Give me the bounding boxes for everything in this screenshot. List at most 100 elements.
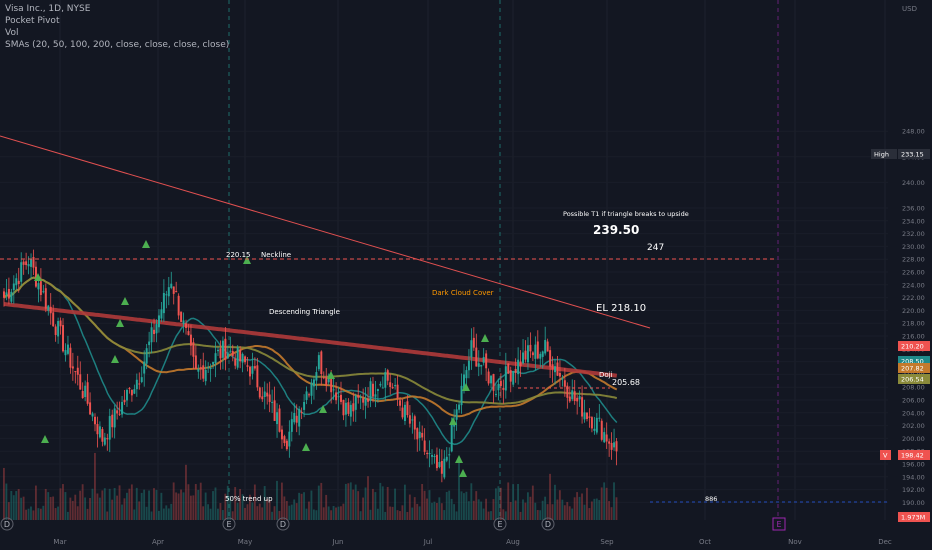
volume-bar: [224, 493, 227, 520]
volume-bar: [610, 507, 613, 520]
candle-body: [467, 360, 470, 371]
volume-bar: [603, 482, 606, 520]
candle-body: [103, 437, 106, 445]
volume-bar: [495, 488, 497, 520]
volume-bar: [595, 498, 598, 520]
volume-bar: [332, 505, 335, 520]
candle-body: [84, 385, 87, 397]
candle-body: [298, 408, 301, 427]
price-badge-bg: [898, 363, 930, 373]
trend-up-label: 50% trend up: [225, 495, 273, 503]
price-badge: 198.42: [901, 452, 924, 460]
price-badge-bg: [898, 149, 930, 159]
volume-bar: [613, 482, 615, 520]
volume-bar: [379, 482, 382, 520]
candle-body: [22, 261, 25, 265]
volume-bar: [322, 507, 325, 520]
candle-body: [221, 340, 224, 358]
volume-bar: [133, 509, 136, 520]
grid-lines: [59, 0, 886, 520]
volume-bar: [477, 499, 480, 520]
candle-body: [423, 440, 426, 452]
volume-bar: [189, 495, 192, 520]
candle-body: [276, 412, 279, 425]
candle-body: [91, 413, 94, 417]
volume-bar: [554, 484, 556, 520]
candle-body: [89, 402, 92, 415]
price-badge-bg: [898, 450, 930, 460]
volume-bar: [177, 493, 180, 520]
candle-body: [155, 324, 158, 334]
candle-body: [399, 400, 402, 406]
el-label: EL 218.10: [596, 303, 646, 314]
price-tick-label: 194.00: [902, 473, 925, 481]
indicator-smas[interactable]: SMAs (20, 50, 100, 200, close, close, cl…: [5, 40, 230, 50]
volume-bar: [25, 509, 27, 520]
volume-bar: [394, 488, 396, 520]
candle-body: [480, 364, 483, 367]
volume-bar: [536, 510, 539, 520]
price-tick-label: 230.00: [902, 243, 925, 251]
volume-bar: [445, 491, 448, 520]
candle-body: [66, 344, 69, 354]
volume-bar: [162, 508, 165, 520]
candle-body: [7, 288, 10, 299]
candle-body: [34, 266, 37, 287]
volume-bar: [71, 500, 74, 520]
candle-body: [170, 283, 173, 288]
time-tick-label: Aug: [506, 538, 520, 546]
indicator-pocket-pivot[interactable]: Pocket Pivot: [5, 16, 60, 26]
volume-bar: [347, 483, 350, 520]
candle-body: [403, 404, 406, 422]
candle-body: [246, 365, 249, 367]
volume-bar: [175, 492, 178, 520]
candle-body: [32, 257, 35, 268]
candle-body: [470, 340, 473, 358]
pocket-pivot-marker: [116, 319, 124, 327]
pocket-pivot-marker: [449, 417, 457, 425]
volume-bar: [153, 488, 155, 520]
price-badge-bg: [898, 356, 930, 366]
volume-bar: [194, 483, 197, 520]
candle-body: [249, 366, 251, 377]
volume-bar: [37, 508, 40, 520]
candle-body: [448, 454, 451, 456]
volume-bar: [59, 488, 62, 520]
volume-bar: [52, 496, 55, 520]
volume-bar: [578, 496, 581, 520]
symbol-title[interactable]: Visa Inc., 1D, NYSE: [5, 4, 91, 14]
volume-bar: [217, 508, 219, 520]
volume-bar: [583, 504, 586, 520]
volume-bar: [389, 506, 392, 520]
candle-body: [182, 320, 185, 325]
volume-bar: [475, 491, 478, 520]
candle-body: [581, 397, 584, 417]
volume-bar: [185, 464, 187, 520]
volume-bar: [202, 506, 205, 520]
candle-body: [482, 357, 485, 363]
candle-body: [497, 383, 500, 391]
candle-body: [167, 287, 170, 297]
volume-bar: [113, 488, 116, 520]
volume-bar: [431, 502, 433, 520]
price-tick-label: 232.00: [902, 230, 925, 238]
volume-bar: [615, 497, 618, 520]
volume-bar: [544, 496, 547, 520]
volume-bar: [482, 508, 485, 520]
volume-bar: [463, 493, 465, 520]
candle-body: [568, 396, 571, 402]
candle-body: [554, 366, 557, 373]
volume-bar: [581, 493, 583, 520]
pocket-pivot-marker: [327, 371, 335, 379]
price-badge: 210.20: [901, 343, 924, 351]
indicator-volume[interactable]: Vol: [5, 28, 19, 38]
price-tick-label: 228.00: [902, 256, 925, 264]
volume-bar: [403, 484, 406, 520]
volume-bar: [411, 507, 414, 520]
candle-body: [320, 351, 323, 375]
volume-bar: [354, 484, 357, 520]
candle-body: [509, 370, 512, 382]
volume-bar: [504, 511, 507, 520]
